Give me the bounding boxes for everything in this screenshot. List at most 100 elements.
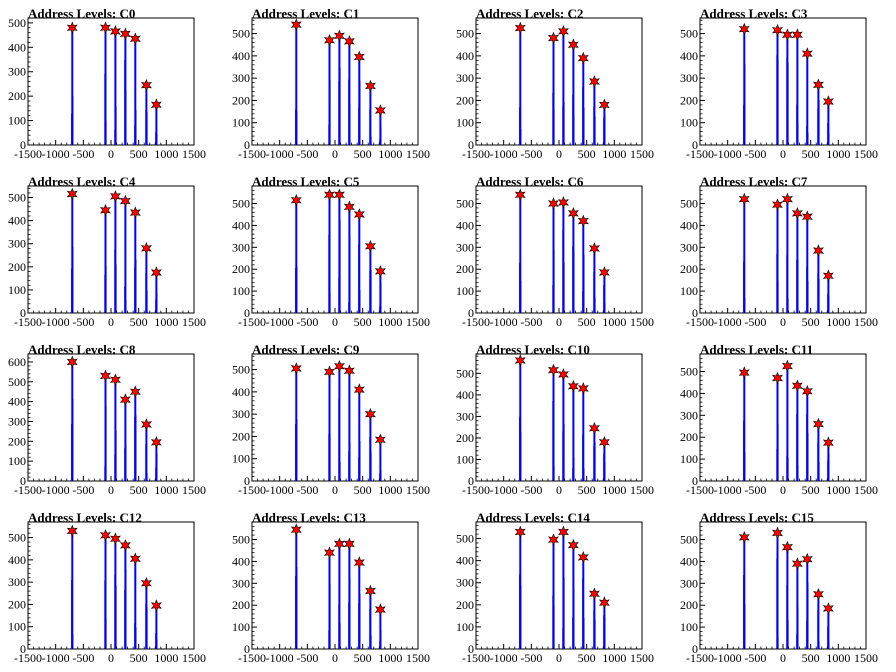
- bar: [552, 285, 554, 313]
- bar: [156, 453, 158, 481]
- bar: [370, 635, 372, 649]
- x-tick-label: -1000: [266, 483, 294, 497]
- x-tick-label: -500: [296, 483, 318, 497]
- peak-marker: [514, 525, 526, 539]
- y-tick-label: 0: [468, 642, 474, 656]
- bar: [370, 136, 372, 145]
- bar: [338, 543, 341, 649]
- bar: [329, 80, 331, 145]
- y-tick-label: 300: [456, 71, 474, 85]
- bar: [777, 280, 779, 313]
- peak-marker: [822, 95, 834, 108]
- bar: [369, 608, 371, 649]
- bar: [104, 74, 106, 145]
- bar: [146, 473, 148, 481]
- peak-marker: [323, 188, 335, 202]
- bar: [519, 416, 521, 481]
- bar: [115, 106, 117, 145]
- peak-marker: [365, 407, 376, 421]
- peak-marker: [353, 208, 365, 221]
- peak-marker: [334, 360, 345, 373]
- peak-marker: [589, 242, 600, 255]
- bar: [369, 437, 371, 481]
- bar: [553, 465, 555, 481]
- x-tick-label: 1500: [406, 315, 430, 329]
- chart-panel: Address Levels: C7 -1500 -1000 -500 0 500 1000…: [672, 168, 896, 336]
- peak-marker: [365, 584, 376, 598]
- x-tick-label: 0: [332, 315, 338, 329]
- bar: [124, 201, 127, 313]
- chart-title: Address Levels: C15: [700, 510, 814, 525]
- chart-plot-area: -1500 -1000 -500 0 500 1000 1500 0 100 200 300 400 5…: [232, 521, 430, 665]
- bar: [583, 107, 585, 145]
- y-tick-label: 500: [680, 533, 698, 547]
- bar: [339, 67, 341, 145]
- peak-marker: [598, 596, 610, 609]
- bar: [155, 272, 158, 313]
- bar: [818, 100, 820, 145]
- peak-marker: [771, 371, 783, 385]
- y-tick-label: 0: [692, 138, 698, 152]
- y-tick-label: 100: [680, 620, 698, 634]
- bar: [124, 399, 127, 481]
- x-tick-label: 0: [108, 315, 114, 329]
- bar: [562, 31, 565, 145]
- bar: [563, 262, 565, 313]
- x-tick-label: -1000: [42, 651, 70, 665]
- y-tick-label: 200: [680, 262, 698, 276]
- peak-marker: [99, 203, 111, 217]
- chart-plot-area: -1500 -1000 -500 0 500 1000 1500 0 100 200 300 400 5…: [456, 17, 654, 161]
- peak-marker: [374, 433, 386, 447]
- peak-marker: [150, 435, 162, 449]
- peak-marker: [801, 47, 813, 60]
- x-tick-label: 1000: [378, 483, 402, 497]
- bar: [296, 419, 298, 481]
- bar: [114, 249, 116, 313]
- peak-marker: [129, 552, 141, 566]
- peak-marker: [141, 418, 152, 431]
- bar: [146, 112, 148, 145]
- bar: [339, 462, 341, 481]
- bar: [134, 623, 136, 649]
- bar: [797, 465, 799, 481]
- bar: [125, 445, 127, 481]
- plot-frame: [251, 185, 419, 314]
- chart-plot-area: -1500 -1000 -500 0 500 1000 1500 0 100 200 300 400 5…: [8, 353, 206, 497]
- x-tick-label: 0: [556, 651, 562, 665]
- x-tick-label: 1500: [406, 651, 430, 665]
- bar: [145, 604, 147, 649]
- bar: [329, 583, 331, 649]
- y-tick-label: 100: [680, 452, 698, 466]
- bar: [105, 121, 107, 145]
- bar: [328, 371, 331, 481]
- x-tick-label: -1000: [490, 483, 518, 497]
- bar: [562, 628, 564, 649]
- bar: [71, 423, 73, 481]
- peak-marker: [290, 18, 302, 32]
- chart-panel: Address Levels: C3 -1500 -1000 -500 0 500 1000…: [672, 0, 896, 168]
- bar: [358, 244, 360, 313]
- plot-frame: [475, 353, 643, 482]
- x-tick-label: 500: [354, 483, 372, 497]
- bar: [359, 593, 361, 649]
- bar: [104, 580, 106, 649]
- bar: [593, 272, 595, 313]
- peak-marker: [141, 577, 152, 590]
- y-tick-label: 0: [468, 306, 474, 320]
- x-tick-label: -500: [72, 315, 94, 329]
- plot-frame: [251, 17, 419, 146]
- y-tick-label: 500: [8, 191, 26, 205]
- peak-marker: [290, 523, 302, 537]
- bar: [562, 229, 564, 313]
- bar: [125, 91, 127, 145]
- bar: [552, 539, 555, 649]
- peak-marker: [782, 540, 793, 554]
- bar: [827, 293, 829, 313]
- peak-marker: [334, 29, 345, 43]
- peak-marker: [99, 21, 111, 35]
- y-tick-label: 100: [680, 284, 698, 298]
- x-tick-label: 1500: [406, 483, 430, 497]
- x-tick-label: 1000: [378, 147, 402, 161]
- y-tick-label: 300: [456, 409, 474, 423]
- x-tick-label: 1000: [826, 483, 850, 497]
